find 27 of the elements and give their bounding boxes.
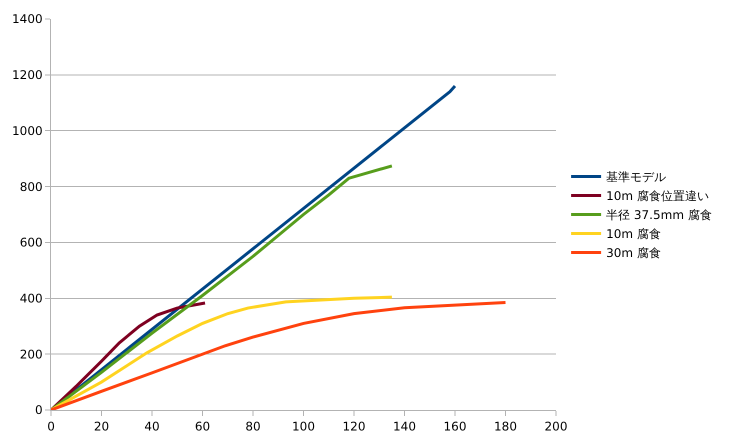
x-tick-label: 80 [245, 419, 261, 434]
x-tick-label: 40 [144, 419, 160, 434]
line-series [51, 300, 507, 410]
y-tick-label: 600 [20, 236, 43, 250]
y-tick-label: 1400 [12, 12, 43, 26]
x-tick-label: 0 [47, 419, 55, 434]
y-tick-label: 400 [20, 291, 43, 306]
x-tick-label: 160 [444, 419, 466, 434]
y-tick-label: 1200 [12, 68, 43, 82]
x-tick-label: 140 [393, 419, 416, 434]
legend-label: 10m 腐食 [606, 227, 661, 242]
x-tick-label: 120 [342, 419, 366, 434]
line-series [51, 296, 394, 410]
line-series [51, 164, 394, 410]
legend-label: 30m 腐食 [606, 246, 661, 260]
x-tick-label: 180 [494, 419, 517, 434]
x-tick-label: 200 [544, 419, 568, 434]
x-tick-label: 100 [292, 419, 315, 434]
y-tick-label: 200 [20, 347, 43, 362]
legend-label: 10m 腐食位置違い [606, 189, 709, 204]
y-tick-label: 0 [34, 403, 43, 418]
y-tick-label: 800 [20, 180, 43, 194]
x-tick-label: 60 [194, 419, 210, 434]
y-tick-label: 1000 [12, 124, 43, 138]
legend-label: 半径 37.5mm 腐食 [606, 208, 712, 222]
x-tick-label: 20 [94, 419, 110, 434]
legend-label: 基準モデル [606, 170, 666, 184]
